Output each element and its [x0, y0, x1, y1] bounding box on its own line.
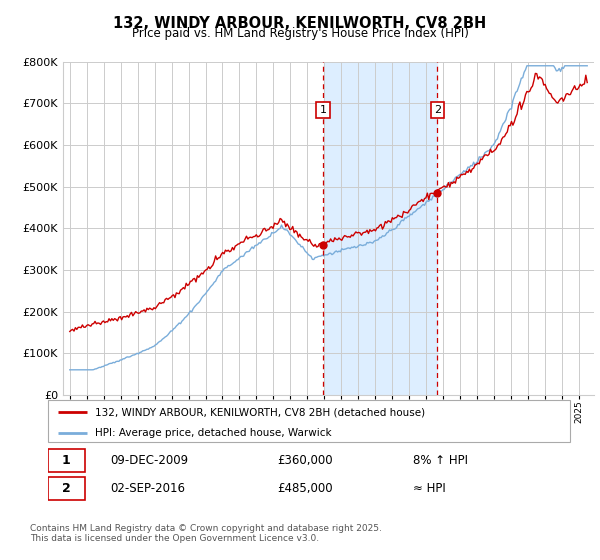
- Text: Price paid vs. HM Land Registry's House Price Index (HPI): Price paid vs. HM Land Registry's House …: [131, 27, 469, 40]
- FancyBboxPatch shape: [48, 477, 85, 500]
- Text: 1: 1: [319, 105, 326, 115]
- Text: Contains HM Land Registry data © Crown copyright and database right 2025.
This d: Contains HM Land Registry data © Crown c…: [30, 524, 382, 543]
- Text: 2: 2: [62, 482, 71, 495]
- FancyBboxPatch shape: [48, 449, 85, 472]
- Text: HPI: Average price, detached house, Warwick: HPI: Average price, detached house, Warw…: [95, 428, 332, 438]
- Text: £485,000: £485,000: [278, 482, 334, 495]
- Text: 02-SEP-2016: 02-SEP-2016: [110, 482, 185, 495]
- Text: ≈ HPI: ≈ HPI: [413, 482, 446, 495]
- Text: 132, WINDY ARBOUR, KENILWORTH, CV8 2BH (detached house): 132, WINDY ARBOUR, KENILWORTH, CV8 2BH (…: [95, 407, 425, 417]
- Text: £360,000: £360,000: [278, 454, 334, 467]
- FancyBboxPatch shape: [48, 400, 570, 442]
- Text: 8% ↑ HPI: 8% ↑ HPI: [413, 454, 469, 467]
- Text: 2: 2: [434, 105, 441, 115]
- Text: 09-DEC-2009: 09-DEC-2009: [110, 454, 189, 467]
- Text: 132, WINDY ARBOUR, KENILWORTH, CV8 2BH: 132, WINDY ARBOUR, KENILWORTH, CV8 2BH: [113, 16, 487, 31]
- Text: 1: 1: [62, 454, 71, 467]
